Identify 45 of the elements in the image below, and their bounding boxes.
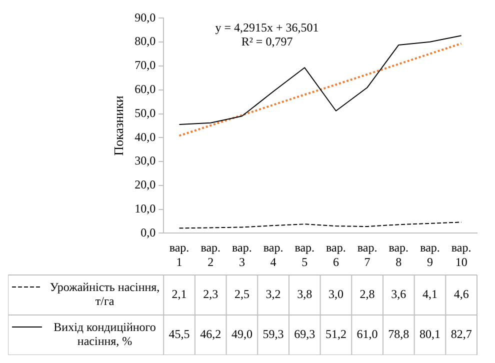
y-tick-label: 20,0 [134, 178, 156, 192]
data-label: 3,2 [266, 287, 281, 302]
data-label: 2,8 [360, 287, 375, 302]
data-label: 2,3 [203, 287, 218, 302]
x-tick-label: вар. 5 [294, 240, 315, 269]
data-label: 51,2 [325, 327, 346, 342]
y-tick-label: 60,0 [134, 82, 156, 96]
y-tick-label: 40,0 [134, 130, 156, 144]
data-label: 3,8 [297, 287, 312, 302]
y-tick-label: 50,0 [134, 106, 156, 120]
y-tick-label: 10,0 [134, 201, 156, 216]
x-tick-label: вар. 6 [326, 240, 346, 269]
y-axis-title: Показники [111, 96, 126, 156]
data-label: 80,1 [419, 327, 440, 342]
data-label: 3,6 [391, 287, 406, 302]
y-tick-label: 30,0 [134, 154, 156, 168]
x-tick-label: вар. 2 [200, 240, 221, 269]
x-tick-label: вар. 8 [388, 240, 409, 269]
legend-label: Урожайність насіння, т/га [50, 280, 160, 308]
annotation: y = 4,2915x + 36,501 [215, 20, 319, 34]
x-tick-label: вар. 4 [263, 240, 284, 269]
x-tick-label: вар. 3 [232, 240, 252, 269]
legend-label: Вихід кондиційного насіння, % [54, 320, 156, 348]
data-label: 4,1 [422, 287, 438, 302]
data-label: 46,2 [200, 327, 222, 342]
x-tick-label: вар. 9 [420, 240, 440, 269]
y-tick-label: 70,0 [134, 58, 156, 72]
data-label: 82,7 [450, 327, 472, 342]
data-label: 69,3 [294, 327, 316, 342]
annotation: R² = 0,797 [241, 34, 293, 48]
data-label: 2,1 [172, 287, 187, 302]
x-tick-label: вар. 7 [357, 240, 378, 269]
x-tick-label: вар. 10 [451, 240, 472, 269]
y-tick-label: 80,0 [134, 34, 156, 48]
y-tick-label: 0,0 [140, 225, 156, 240]
data-label: 3,0 [328, 287, 344, 302]
data-label: 61,0 [356, 327, 378, 342]
data-label: 4,6 [454, 287, 469, 302]
x-tick-label: вар. 1 [169, 240, 190, 269]
data-label: 2,5 [234, 287, 250, 302]
data-label: 78,8 [388, 327, 410, 342]
data-label: 59,3 [262, 327, 284, 342]
y-tick-label: 90,0 [134, 10, 156, 24]
data-label: 45,5 [168, 327, 190, 342]
data-label: 49,0 [231, 327, 252, 342]
